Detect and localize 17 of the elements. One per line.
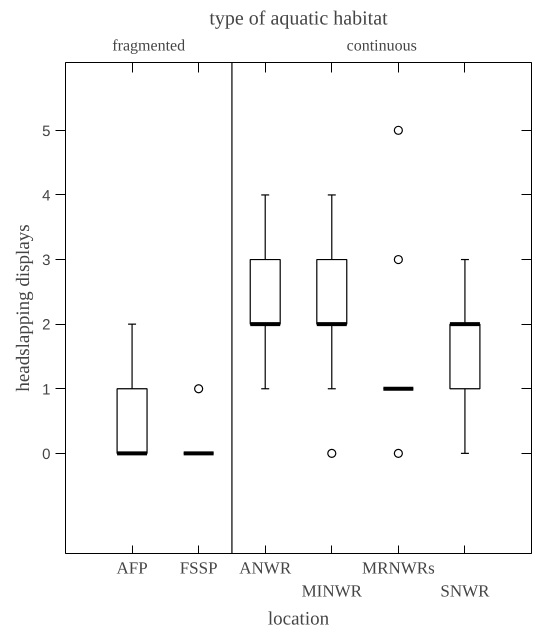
y-tick-label: 1 xyxy=(42,381,50,398)
y-axis-title: headslapping displays xyxy=(13,224,34,392)
y-tick-label: 0 xyxy=(42,446,50,463)
x-tick-label: MRNWRs xyxy=(362,558,435,578)
text: continuous xyxy=(346,38,417,54)
y-tick-label: 4 xyxy=(42,187,50,204)
y-tick-label: 3 xyxy=(42,252,50,270)
x-tick-label: MINWR xyxy=(302,581,363,600)
y-tick-label: 5 xyxy=(42,122,50,140)
y-tick-label: 2 xyxy=(42,316,50,334)
x-tick-label: AFP xyxy=(116,558,148,578)
x-tick-label: SNWR xyxy=(440,581,490,600)
text: fragmented xyxy=(112,38,186,54)
x-axis-title: location xyxy=(268,608,330,630)
chart-title: type of aquatic habitat xyxy=(209,8,388,30)
x-tick-label: FSSP xyxy=(180,558,218,578)
x-tick-label: ANWR xyxy=(239,558,292,578)
